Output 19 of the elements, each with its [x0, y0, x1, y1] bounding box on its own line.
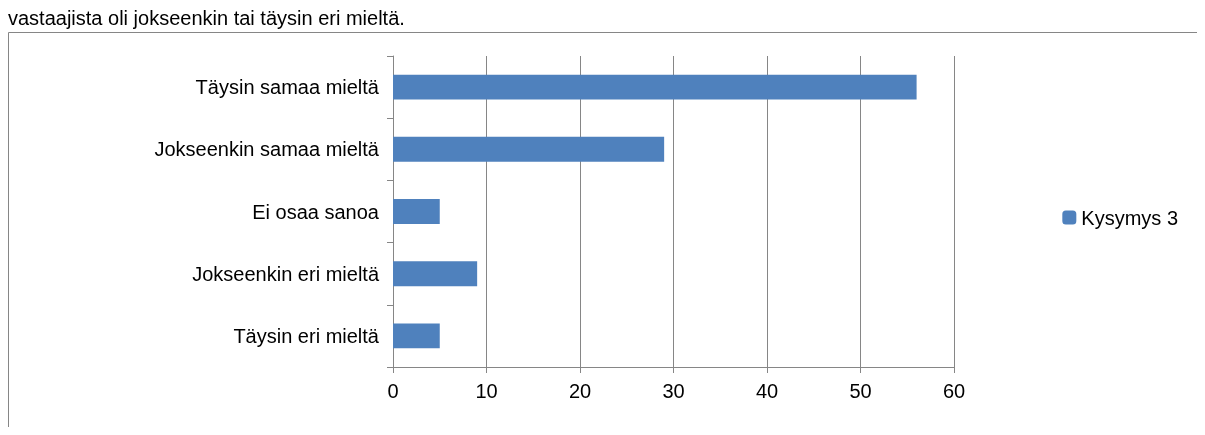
- y-tick-label: Jokseenkin samaa mieltä: [154, 138, 380, 161]
- text: vastaajista oli jokseenkin tai täysin eri mieltä.: [8, 7, 405, 29]
- bar: [393, 74, 917, 100]
- x-tick-label: 20: [568, 380, 592, 402]
- y-tick-label: Jokseenkin eri mieltä: [192, 262, 380, 285]
- bar: [393, 136, 665, 162]
- x-tick-label: 10: [475, 380, 498, 402]
- x-tick-label: 40: [755, 380, 779, 402]
- bar: [393, 199, 440, 224]
- x-tick-label: 60: [942, 380, 966, 402]
- legend-label: Kysymys 3: [1081, 206, 1179, 229]
- x-tick-label: 0: [387, 380, 399, 402]
- x-tick-label: 30: [662, 380, 685, 402]
- x-tick-label: 50: [849, 380, 872, 402]
- bar: [393, 323, 440, 349]
- y-tick-label: Ei osaa sanoa: [252, 200, 380, 223]
- y-tick-label: Täysin eri mieltä: [233, 324, 380, 347]
- bar: [393, 261, 478, 287]
- y-tick-label: Täysin samaa mieltä: [195, 76, 380, 99]
